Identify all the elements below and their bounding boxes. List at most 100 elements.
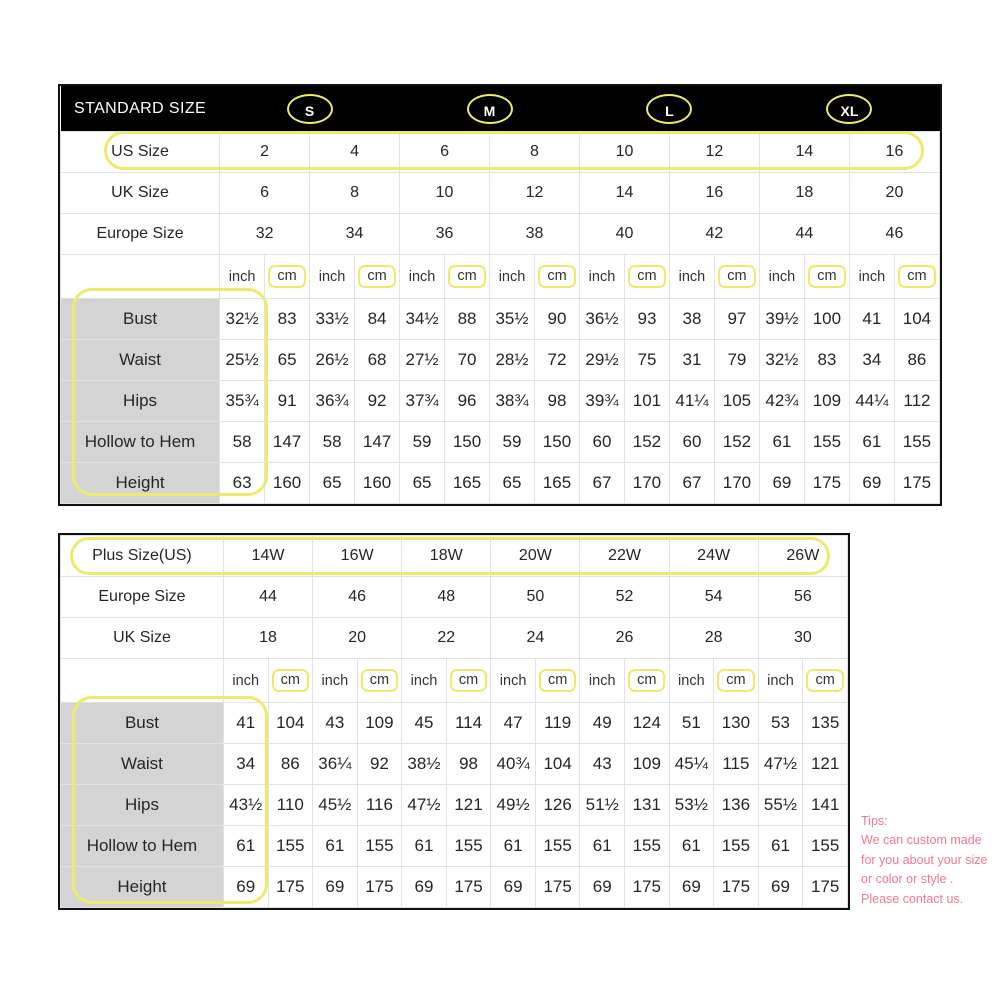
measurement-value: 31 <box>668 339 715 381</box>
plus-size-grid: Plus Size(US) 14W 16W 18W 20W 22W 24W 26W Europe… <box>60 535 849 908</box>
size-value: 8 <box>309 172 401 214</box>
row-label: Plus Size(US) <box>60 535 224 577</box>
table-row: Bust 41 104 43 109 45 114 47 119 49 124 51 130 53 135 <box>60 702 848 744</box>
measurement-value: 109 <box>356 702 403 744</box>
measurement-value: 155 <box>534 825 581 867</box>
table-row: Hollow to Hem 58 147 58 147 59 150 59 150 60 152 60… <box>59 421 941 463</box>
size-value: 34 <box>309 213 401 255</box>
measurement-value: 47 <box>490 702 536 744</box>
measurement-value: 35½ <box>489 298 535 340</box>
size-chip-cell: S <box>219 86 400 132</box>
measurement-value: 25½ <box>219 339 266 381</box>
measurement-value: 26½ <box>309 339 356 381</box>
table-row: Plus Size(US) 14W 16W 18W 20W 22W 24W 26W <box>60 535 849 577</box>
size-value: 26 <box>579 617 670 659</box>
size-value: 4 <box>309 131 401 173</box>
table-row: US Size 2 4 6 8 10 12 14 16 <box>59 131 941 173</box>
measurement-value: 104 <box>267 702 314 744</box>
size-value: 38 <box>489 213 580 255</box>
measurement-value: 53½ <box>668 784 715 826</box>
measurement-value: 101 <box>623 380 670 422</box>
measurement-value: 150 <box>444 421 491 463</box>
size-value: 18 <box>222 617 314 659</box>
unit-cm: cm <box>898 264 936 289</box>
measurement-value: 109 <box>803 380 850 422</box>
size-value: 12 <box>489 172 580 214</box>
size-value: 16 <box>668 172 760 214</box>
tips-line: or color or style . <box>861 872 954 887</box>
measurement-value: 61 <box>490 825 536 867</box>
size-value: 10 <box>399 172 491 214</box>
measurement-value: 92 <box>354 380 401 422</box>
size-value: 24W <box>668 535 759 577</box>
measurement-value: 105 <box>713 380 760 422</box>
size-chip-cell: L <box>579 86 760 132</box>
unit-cm-cell: cm <box>444 254 491 299</box>
row-label: Height <box>60 866 224 908</box>
unit-cm: cm <box>271 668 309 693</box>
unit-cm-cell: cm <box>356 658 403 703</box>
unit-inch: inch <box>312 658 358 703</box>
table-row: Hips 35¾ 91 36¾ 92 37¾ 96 38¾ 98 39¾ 101 41¼ 105 42¾ 1… <box>59 380 941 422</box>
size-value: 8 <box>489 131 580 173</box>
measurement-value: 100 <box>803 298 850 340</box>
measurement-value: 93 <box>623 298 670 340</box>
measurement-value: 170 <box>623 462 670 504</box>
measurement-value: 40¾ <box>490 743 536 785</box>
measurement-value: 96 <box>444 380 491 422</box>
measurement-value: 131 <box>624 784 670 826</box>
measurement-value: 155 <box>356 825 403 867</box>
measurement-value: 45½ <box>312 784 358 826</box>
unit-cm: cm <box>538 668 577 693</box>
unit-cm: cm <box>808 264 846 289</box>
measurement-value: 61 <box>758 421 805 463</box>
size-value: 6 <box>399 131 491 173</box>
unit-inch: inch <box>399 254 446 299</box>
size-value: 20W <box>490 535 581 577</box>
unit-cm: cm <box>268 264 306 289</box>
measurement-value: 34 <box>848 339 895 381</box>
tips-line: Tips: <box>861 814 888 828</box>
measurement-value: 49 <box>579 702 625 744</box>
measurement-value: 34 <box>222 743 269 785</box>
measurement-value: 37¾ <box>399 380 446 422</box>
unit-cm-cell: cm <box>624 658 670 703</box>
size-chip-xl: XL <box>826 93 873 124</box>
measurement-value: 61 <box>848 421 895 463</box>
measurement-value: 141 <box>802 784 848 826</box>
measurement-value: 69 <box>222 866 269 908</box>
measurement-value: 84 <box>354 298 401 340</box>
row-label: Waist <box>60 743 224 785</box>
measurement-value: 115 <box>713 743 759 785</box>
size-value: 14 <box>578 172 670 214</box>
row-label: Bust <box>60 702 224 744</box>
unit-cm-cell: cm <box>803 254 850 299</box>
unit-inch: inch <box>222 658 269 703</box>
size-value: 2 <box>219 131 311 173</box>
measurement-value: 152 <box>623 421 670 463</box>
row-label: Hollow to Hem <box>60 825 224 867</box>
size-value: 54 <box>668 576 759 618</box>
measurement-value: 155 <box>803 421 850 463</box>
measurement-value: 69 <box>312 866 358 908</box>
measurement-value: 155 <box>713 825 759 867</box>
unit-cm-cell: cm <box>713 658 759 703</box>
measurement-value: 69 <box>848 462 895 504</box>
unit-row-spacer <box>60 658 224 703</box>
tips-line: We can custom made <box>861 833 982 848</box>
table-row: Europe Size 44 46 48 50 52 54 56 <box>60 576 849 618</box>
measurement-value: 35¾ <box>219 380 266 422</box>
size-value: 40 <box>578 213 670 255</box>
measurement-value: 70 <box>444 339 491 381</box>
measurement-value: 104 <box>534 743 581 785</box>
standard-header-strip: STANDARD SIZE S M L XL <box>60 86 940 132</box>
measurement-value: 61 <box>401 825 447 867</box>
tips-note: Tips: We can custom made for you about y… <box>861 812 999 909</box>
measurement-value: 59 <box>399 421 446 463</box>
tips-line: for you about your size <box>861 852 988 867</box>
row-label: Europe Size <box>60 576 224 618</box>
measurement-value: 72 <box>534 339 580 381</box>
unit-cm-cell: cm <box>534 658 581 703</box>
measurement-value: 175 <box>534 866 581 908</box>
measurement-value: 110 <box>267 784 314 826</box>
